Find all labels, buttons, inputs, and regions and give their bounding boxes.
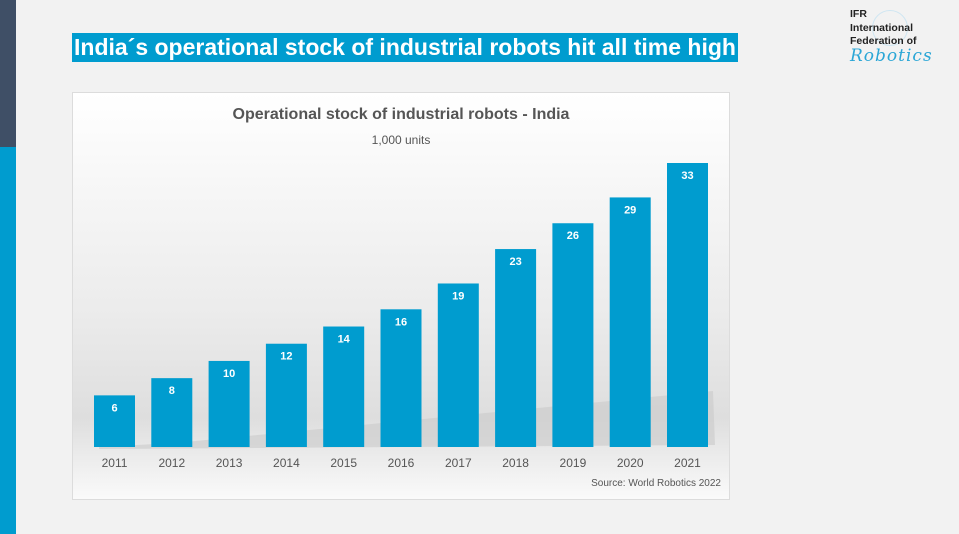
logo-line-2: International xyxy=(850,22,914,34)
x-tick-label: 2018 xyxy=(502,456,529,470)
chart-card: Operational stock of industrial robots -… xyxy=(72,92,730,500)
chart-title: Operational stock of industrial robots -… xyxy=(232,106,570,123)
x-tick-label: 2011 xyxy=(102,456,128,470)
bar-chart: 6 2011 8 2012 10 2013 12 2014 14 2015 16 2016 19 2017… xyxy=(94,163,715,470)
data-label: 29 xyxy=(624,204,636,216)
sidebar-accent-dark xyxy=(0,0,16,147)
x-tick-label: 2021 xyxy=(674,456,701,470)
x-tick-label: 2015 xyxy=(330,456,357,470)
data-label: 26 xyxy=(567,230,579,242)
bar-2013 xyxy=(208,360,250,447)
x-tick-label: 2016 xyxy=(388,456,415,470)
bar-2017 xyxy=(437,283,479,447)
data-label: 23 xyxy=(509,256,521,268)
sidebar-accent-blue xyxy=(0,147,16,534)
bar-2020 xyxy=(609,197,651,447)
logo-line-4: Robotics xyxy=(850,46,933,66)
slide-headline: India´s operational stock of industrial … xyxy=(72,33,738,62)
x-tick-label: 2017 xyxy=(445,456,472,470)
x-tick-label: 2014 xyxy=(273,456,300,470)
bar-2014 xyxy=(265,343,307,447)
bar-2021 xyxy=(667,163,708,447)
bar-2016 xyxy=(380,309,422,447)
logo-line-1: IFR xyxy=(850,8,867,20)
ifr-logo: IFR International Federation of Robotics xyxy=(850,8,950,98)
bar-2012 xyxy=(151,378,193,447)
globe-icon xyxy=(872,10,908,46)
data-label: 33 xyxy=(681,170,693,182)
bar-2011 xyxy=(94,395,135,447)
bar-2015 xyxy=(323,326,365,447)
x-tick-label: 2013 xyxy=(216,456,243,470)
data-label: 19 xyxy=(452,290,464,302)
data-label: 12 xyxy=(280,351,292,363)
bar-2019 xyxy=(552,223,594,447)
x-tick-label: 2019 xyxy=(560,456,587,470)
data-label: 16 xyxy=(395,316,407,328)
chart-subtitle: 1,000 units xyxy=(371,133,431,147)
logo-line-3: Federation of xyxy=(850,35,917,47)
data-label: 10 xyxy=(223,368,235,380)
chart-source: Source: World Robotics 2022 xyxy=(591,478,721,489)
x-tick-label: 2020 xyxy=(617,456,644,470)
data-label: 14 xyxy=(338,334,351,346)
x-tick-label: 2012 xyxy=(158,456,185,470)
bar-2018 xyxy=(495,249,537,447)
data-label: 6 xyxy=(111,402,117,414)
data-label: 8 xyxy=(169,385,175,397)
